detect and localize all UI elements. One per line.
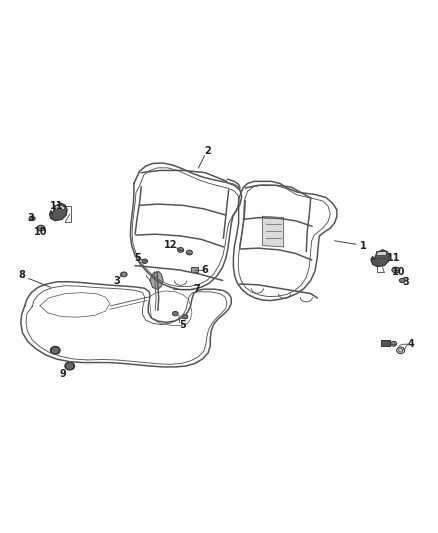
Ellipse shape [50,346,60,354]
Ellipse shape [173,311,178,316]
Text: 8: 8 [18,270,25,280]
Ellipse shape [65,362,74,370]
Text: 6: 6 [201,265,208,275]
Text: 4: 4 [408,339,414,349]
Ellipse shape [182,314,188,319]
Bar [381,340,390,346]
Text: 5: 5 [134,253,141,263]
Ellipse shape [399,349,403,352]
Bar [191,266,198,272]
Text: 5: 5 [179,320,186,330]
Text: 2: 2 [205,146,212,156]
Text: 9: 9 [59,369,66,379]
Text: 3: 3 [27,214,34,223]
Text: 10: 10 [392,266,406,277]
Ellipse shape [142,259,148,263]
Text: 12: 12 [164,240,178,249]
Text: 3: 3 [403,277,409,287]
Text: 1: 1 [360,240,367,251]
Ellipse shape [52,348,58,353]
Ellipse shape [392,267,400,273]
Ellipse shape [391,341,397,346]
Polygon shape [371,250,389,266]
Ellipse shape [177,247,184,252]
Polygon shape [150,272,163,289]
Polygon shape [49,203,67,221]
Bar [54,205,64,209]
Ellipse shape [120,272,127,277]
Polygon shape [263,216,284,247]
Text: 11: 11 [387,253,400,263]
Text: 10: 10 [34,227,48,237]
Bar [376,251,386,255]
Text: 11: 11 [50,201,64,211]
Text: 7: 7 [193,284,200,294]
Ellipse shape [399,278,406,282]
Ellipse shape [29,216,35,221]
Text: 3: 3 [113,276,120,286]
Ellipse shape [37,225,45,231]
Ellipse shape [186,250,192,255]
Ellipse shape [67,364,73,368]
